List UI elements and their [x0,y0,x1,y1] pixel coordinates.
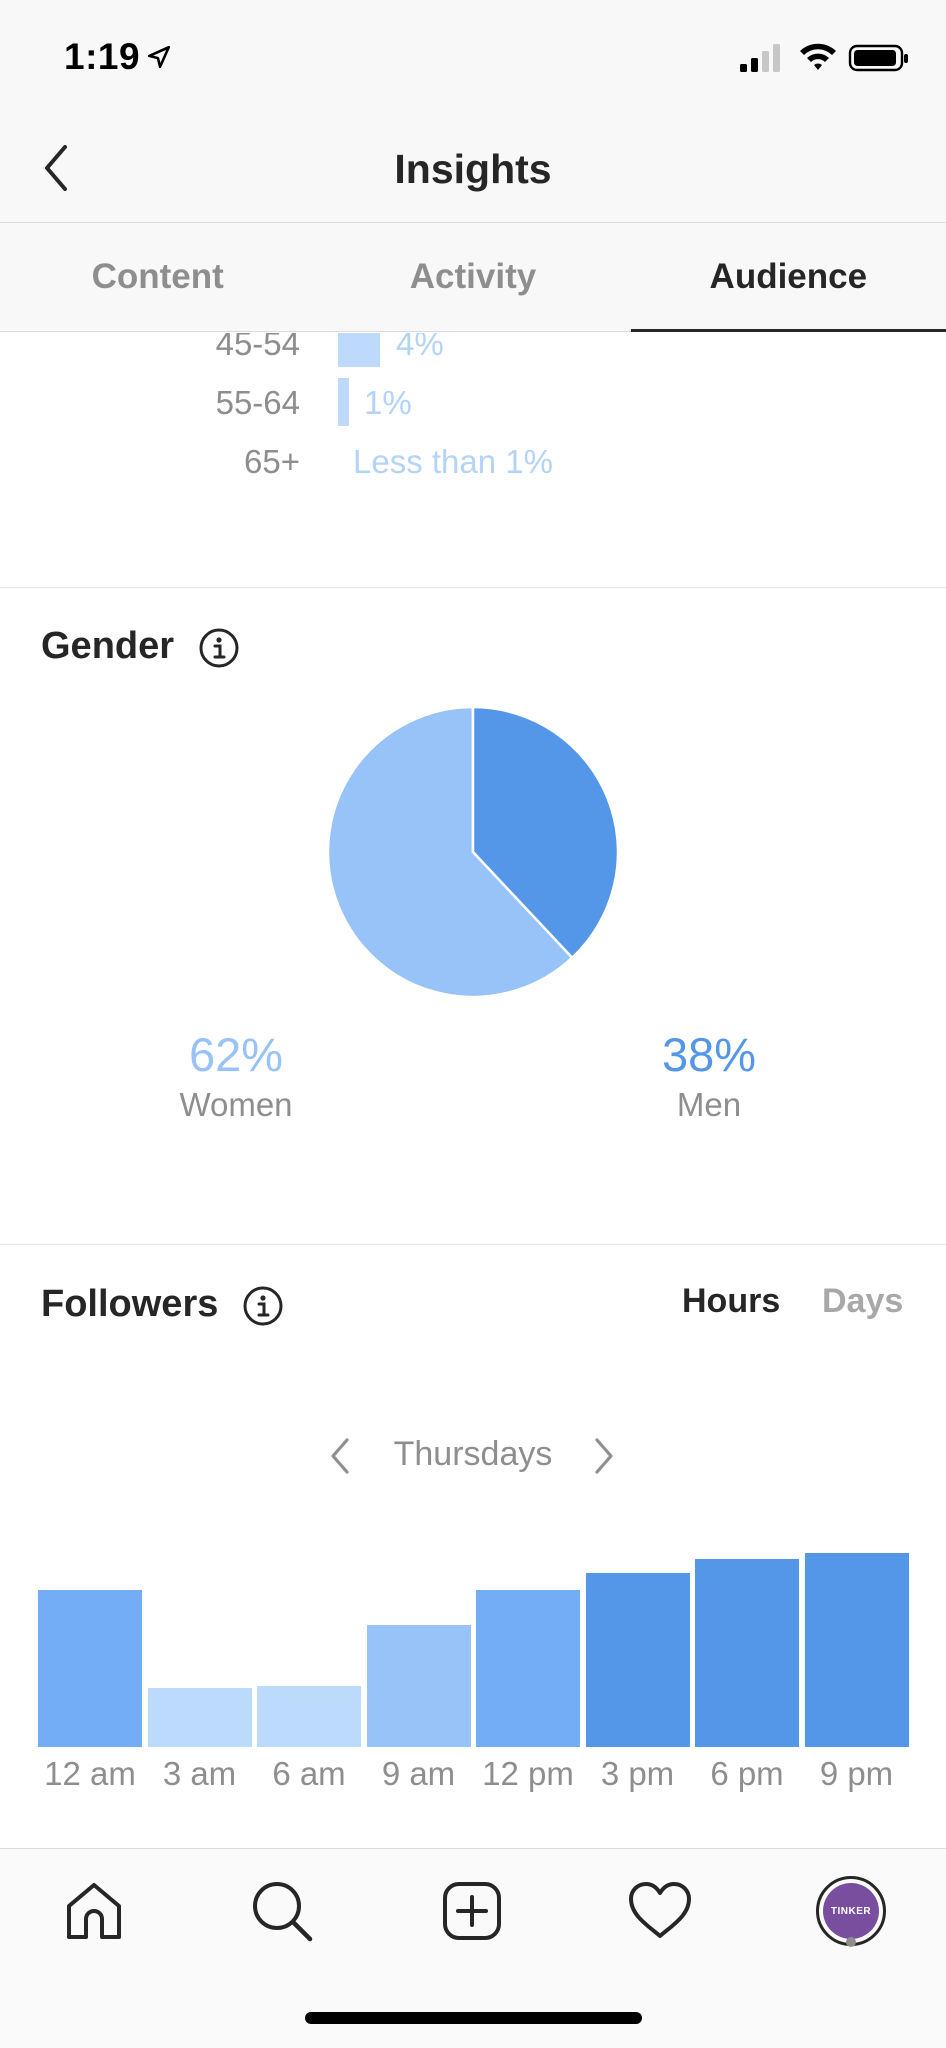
previous-day-button[interactable] [320,1431,360,1481]
tab-audience[interactable]: Audience [630,223,946,332]
active-tab-indicator [846,1937,856,1947]
gender-stat-men: 38% Men [559,1027,859,1127]
chevron-left-icon [331,1438,349,1474]
chart-x-label: 3 pm [600,1755,675,1792]
chart-x-label: 9 am [381,1755,456,1792]
tab-content[interactable]: Content [91,257,224,296]
chevron-right-icon [595,1438,613,1474]
section-divider [0,587,946,588]
chart-bar-12-pm [476,1590,580,1747]
status-bar: 1:19 [0,0,946,118]
chart-bar-9-am [366,1625,471,1747]
nav-header: Insights [0,118,946,223]
tab-activity[interactable]: Activity [409,257,537,296]
home-indicator [305,2012,642,2024]
chart-bar-3-am [147,1688,252,1747]
battery-icon [848,44,908,72]
days-toggle[interactable]: Days [822,1282,904,1320]
age-bar [338,333,380,367]
chart-x-label: 6 pm [710,1755,784,1792]
home-tab[interactable] [54,1871,134,1951]
activity-tab[interactable] [620,1871,700,1951]
age-range-label: 45-54 [215,333,300,362]
followers-hourly-chart: 12 am 3 am 6 am 9 am 12 pm 3 pm 6 pm 9 pm [0,1533,946,1792]
age-range-label: 65+ [244,443,300,480]
chart-x-label: 3 am [162,1755,237,1792]
new-post-icon [443,1882,501,1940]
chart-x-label: 9 pm [819,1755,894,1792]
men-label: Men [676,1086,742,1123]
age-percent: 1% [364,384,412,421]
men-percent: 38% [661,1028,757,1081]
age-row: 65+ Less than 1% [0,435,946,487]
age-percent: 4% [396,333,444,362]
info-icon[interactable] [198,627,240,669]
chart-x-label: 12 am [44,1755,136,1792]
activity-heart-icon [629,1882,691,1938]
profile-avatar: TINKER [816,1876,886,1946]
avatar-logo: TINKER [823,1883,879,1939]
next-day-button[interactable] [584,1431,624,1481]
chevron-left-icon [45,145,67,191]
day-label: Thursdays [393,1435,553,1473]
age-row: 55-64 1% [0,376,946,428]
chart-bar-3-pm [585,1572,690,1747]
age-row: 45-54 4% [0,333,946,369]
status-time: 1:19 [64,36,141,77]
gender-pie-chart [327,706,619,998]
women-label: Women [179,1086,293,1123]
page-title: Insights [394,146,552,192]
pie-slice-men [471,706,619,960]
gender-stat-women: 62% Women [86,1027,386,1127]
search-icon [253,1882,313,1942]
day-selector: Thursdays [0,1423,946,1493]
age-range-label: 55-64 [215,384,300,421]
followers-title: Followers [41,1283,219,1325]
chart-bar-9-pm [804,1552,909,1747]
profile-tab[interactable]: TINKER [811,1871,891,1951]
audience-content[interactable]: 45-54 4% 55-64 1% 65+ Less than 1% Gende… [0,333,946,1848]
age-percent: Less than 1% [353,443,553,480]
section-divider [0,1244,946,1245]
info-icon[interactable] [242,1285,284,1327]
cellular-signal-icon [740,44,780,72]
chart-bar-12-am [38,1590,142,1747]
back-button[interactable] [28,136,84,200]
home-icon [67,1883,121,1939]
search-tab[interactable] [242,1871,322,1951]
wifi-icon [800,43,836,70]
location-arrow-icon [147,45,171,69]
chart-x-label: 6 am [272,1755,346,1792]
insights-tabs: Content Activity Audience [0,223,946,332]
new-post-tab[interactable] [432,1871,512,1951]
chart-bar-6-am [257,1686,361,1747]
age-bar [338,378,349,426]
women-percent: 62% [188,1028,284,1081]
hours-toggle[interactable]: Hours [682,1282,781,1320]
chart-bar-6-pm [695,1558,799,1747]
chart-x-label: 12 pm [482,1755,574,1792]
pie-slice-women [327,706,575,998]
gender-title: Gender [41,625,175,667]
